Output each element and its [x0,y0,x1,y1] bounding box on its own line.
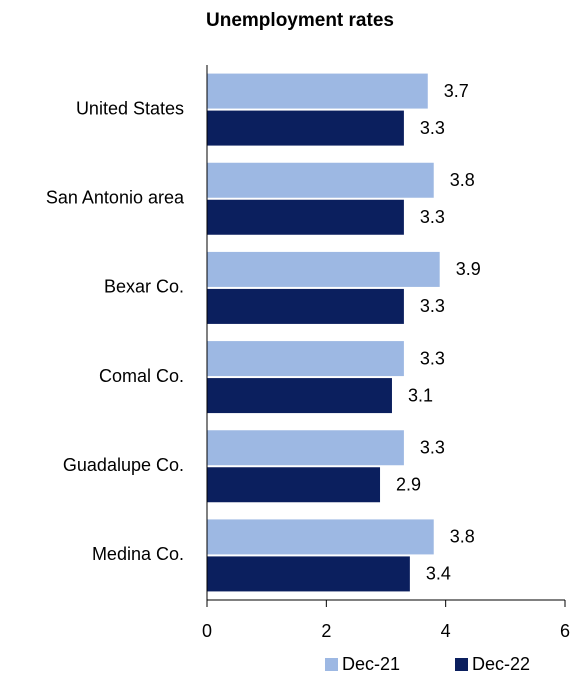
bar [207,467,381,503]
bar [207,378,392,414]
bar [207,556,410,592]
data-label: 3.3 [420,296,445,316]
y-tick-label: Comal Co. [99,366,184,386]
y-tick-label: Guadalupe Co. [63,455,184,475]
bar [207,199,404,235]
y-tick-label: San Antonio area [46,188,185,208]
data-label: 3.7 [444,81,469,101]
y-tick-label: Medina Co. [92,544,184,564]
y-tick-label: Bexar Co. [104,277,184,297]
bar [207,288,404,324]
bar [207,110,404,146]
bar [207,341,404,377]
data-label: 3.3 [420,118,445,138]
legend-label: Dec-22 [472,654,530,674]
x-tick-label: 4 [441,621,451,641]
data-label: 3.8 [450,527,475,547]
data-label: 3.3 [420,438,445,458]
data-label: 3.8 [450,170,475,190]
data-label: 3.4 [426,564,451,584]
bar [207,162,434,198]
y-tick-label: United States [76,98,184,118]
x-tick-label: 0 [202,621,212,641]
bar [207,251,440,287]
data-label: 3.1 [408,385,433,405]
legend-label: Dec-21 [342,654,400,674]
legend-swatch [455,658,468,671]
data-label: 3.3 [420,348,445,368]
data-label: 2.9 [396,475,421,495]
bar [207,519,434,555]
x-tick-label: 2 [321,621,331,641]
bar [207,430,404,466]
data-label: 3.3 [420,207,445,227]
x-tick-label: 6 [560,621,570,641]
chart-title: Unemployment rates [206,10,394,31]
legend-swatch [325,658,338,671]
bar [207,73,428,109]
data-label: 3.9 [456,259,481,279]
